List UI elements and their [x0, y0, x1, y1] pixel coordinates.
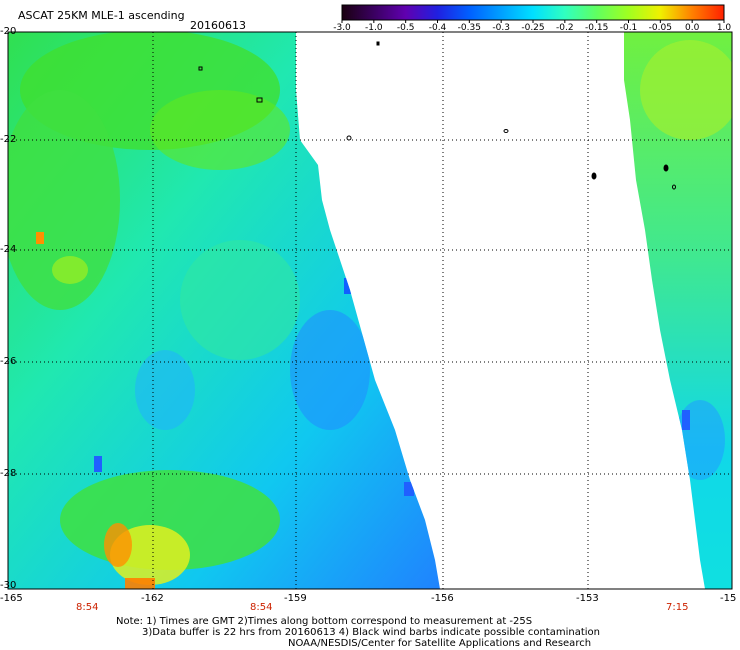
colorbar-label: -0.3: [492, 23, 510, 33]
y-tick-label: -24: [0, 244, 17, 255]
y-tick-label: -30: [0, 580, 17, 591]
x-tick-label: -15: [720, 593, 737, 604]
note-line-3: NOAA/NESDIS/Center for Satellite Applica…: [288, 638, 592, 649]
note-line-1: Note: 1) Times are GMT 2)Times along bot…: [116, 616, 533, 627]
time-label: 7:15: [666, 602, 689, 613]
colorbar: [341, 4, 725, 23]
x-tick-label: -156: [431, 593, 454, 604]
time-label: 8:54: [76, 602, 99, 613]
island-outlines: [198, 41, 676, 190]
time-label: 8:54: [250, 602, 273, 613]
y-tick-label: -22: [0, 134, 17, 145]
x-tick-label: -162: [141, 593, 164, 604]
graticule: [8, 32, 732, 589]
swath-east: [624, 32, 732, 589]
x-tick-label: -165: [0, 593, 23, 604]
colorbar-label: -1.0: [365, 23, 383, 33]
colorbar-label: -0.35: [457, 23, 481, 33]
colorbar-label: -0.4: [428, 23, 447, 33]
x-tick-label: -153: [576, 593, 599, 604]
map-title: ASCAT 25KM MLE-1 ascending: [18, 9, 185, 22]
y-tick-label: -28: [0, 468, 17, 479]
colorbar-label: -0.2: [556, 23, 574, 33]
note-line-2: 3)Data buffer is 22 hrs from 20160613 4)…: [142, 627, 600, 638]
swath-west: [8, 32, 440, 589]
y-tick-label: -26: [0, 356, 17, 367]
colorbar-label: -0.15: [585, 23, 609, 33]
map-date: 20160613: [190, 19, 246, 32]
colorbar-label: -0.1: [619, 23, 638, 33]
colorbar-label: -0.05: [648, 23, 672, 33]
colorbar-ramp: [341, 4, 725, 21]
colorbar-label: -0.25: [521, 23, 545, 33]
x-tick-label: -159: [284, 593, 307, 604]
colorbar-label: 0.0: [684, 23, 700, 33]
colorbar-label: -3.0: [333, 23, 351, 33]
map-frame: [7, 31, 733, 590]
colorbar-label: 1.0: [716, 23, 732, 33]
colorbar-label: -0.5: [396, 23, 415, 33]
y-tick-label: -20: [0, 26, 17, 37]
